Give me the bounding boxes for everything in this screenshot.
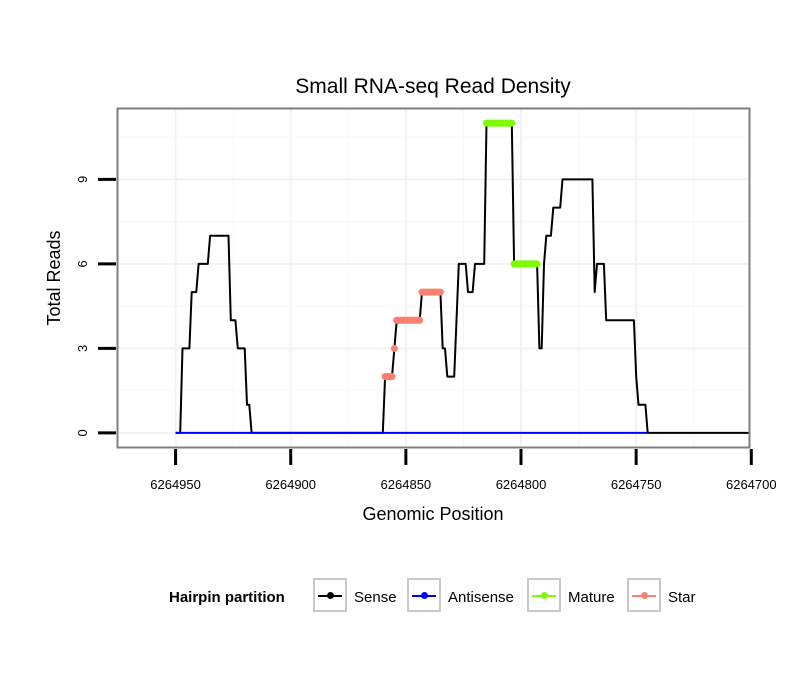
legend-label-antisense: Antisense <box>448 589 514 606</box>
legend-key-star <box>627 578 661 612</box>
panel-border <box>116 107 751 449</box>
chart-title: Small RNA-seq Read Density <box>295 75 571 98</box>
x-tick-label: 6264850 <box>381 477 432 492</box>
x-tick-label: 6264700 <box>726 477 777 492</box>
sense-dot-swatch <box>327 592 334 599</box>
y-tick-label: 6 <box>75 260 90 267</box>
star-dot-swatch <box>641 592 648 599</box>
x-axis-title: Genomic Position <box>362 504 503 524</box>
x-tick-label: 6264800 <box>496 477 547 492</box>
legend-key-mature <box>527 578 561 612</box>
mature-dot-swatch <box>541 592 548 599</box>
y-axis-title: Total Reads <box>44 230 64 325</box>
y-tick-label: 0 <box>75 429 90 436</box>
legend-title: Hairpin partition <box>169 589 285 606</box>
antisense-dot-swatch <box>421 592 428 599</box>
sense-series-line <box>175 122 749 434</box>
legend-key-sense <box>313 578 347 612</box>
y-tick-label: 3 <box>75 345 90 352</box>
legend-key-antisense <box>407 578 441 612</box>
legend-label-sense: Sense <box>354 589 397 606</box>
x-tick-label: 6264950 <box>150 477 201 492</box>
read-density-chart: Small RNA-seq Read Density 6264950 626490… <box>44 75 777 524</box>
legend-label-mature: Mature <box>568 589 615 606</box>
grid <box>118 109 749 447</box>
x-tick-label: 6264750 <box>611 477 662 492</box>
axes: 6264950 6264900 6264850 6264800 6264750 62647… <box>75 176 777 492</box>
y-tick-label: 9 <box>75 176 90 183</box>
series-layer <box>175 119 749 434</box>
legend: Hairpin partition Sense Antisense Mature… <box>0 574 810 620</box>
x-tick-label: 6264900 <box>265 477 316 492</box>
legend-label-star: Star <box>668 589 696 606</box>
